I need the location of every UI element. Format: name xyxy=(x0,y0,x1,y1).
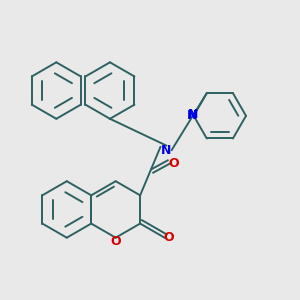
Text: O: O xyxy=(110,235,121,248)
Text: N: N xyxy=(187,109,197,122)
Text: N: N xyxy=(161,143,172,157)
Text: O: O xyxy=(169,157,179,170)
Text: N: N xyxy=(188,108,198,121)
Text: O: O xyxy=(164,231,174,244)
